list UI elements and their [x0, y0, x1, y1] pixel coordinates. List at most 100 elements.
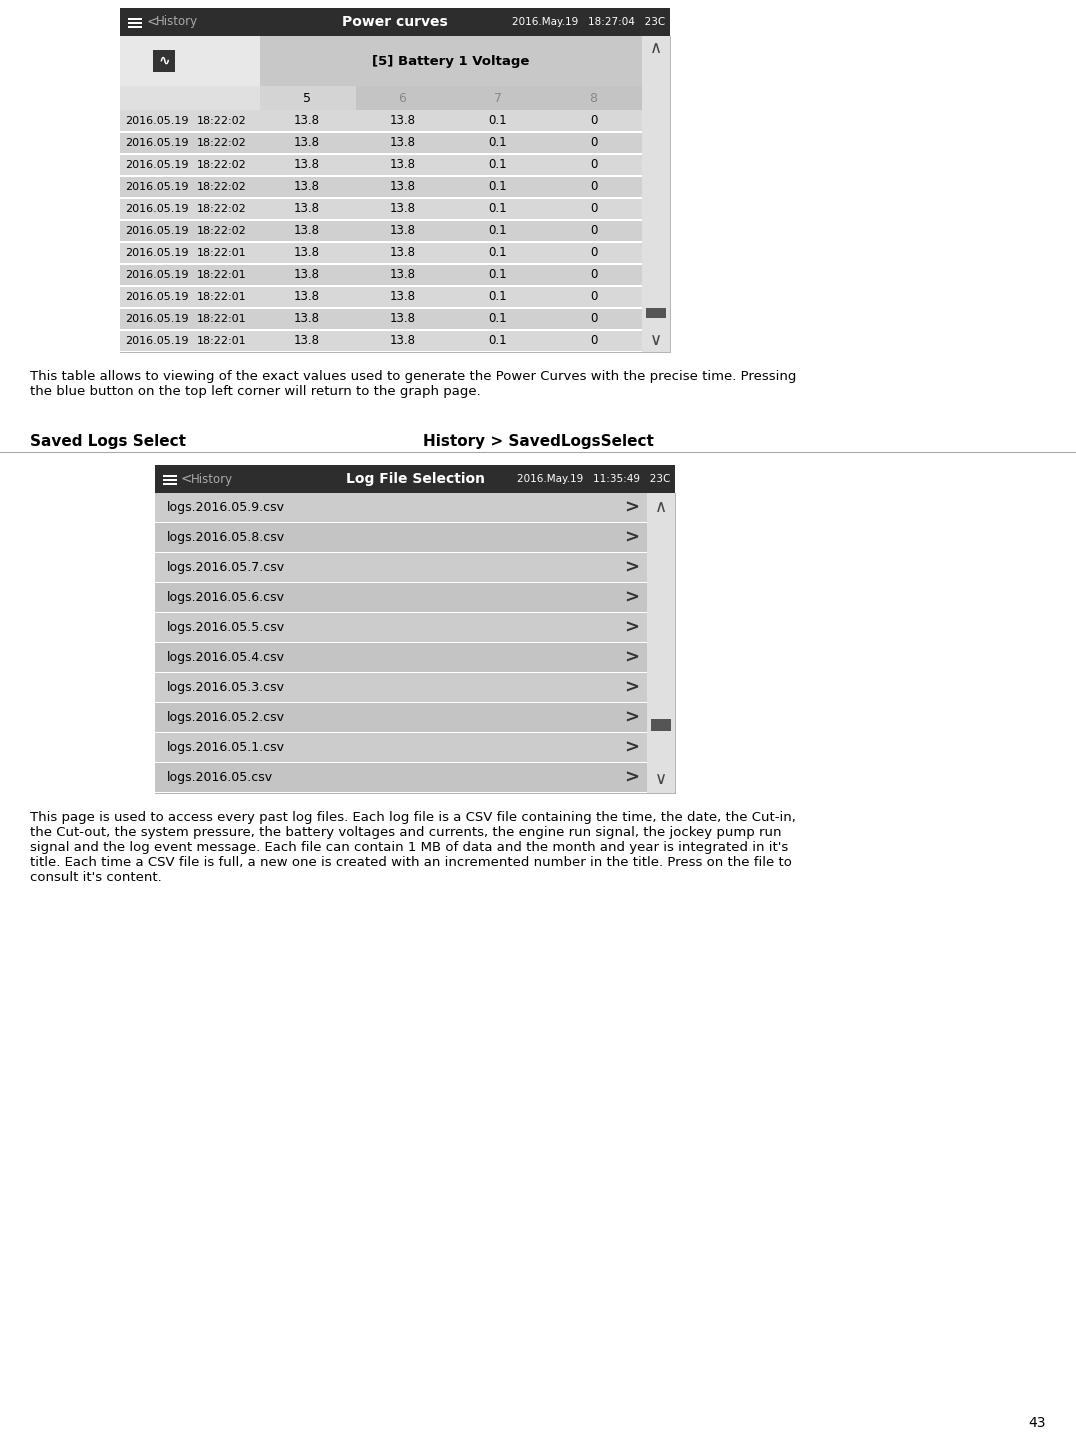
Bar [121, 9, 670, 36]
Text: 18:22:02: 18:22:02 [197, 204, 246, 214]
Bar [155, 613, 647, 643]
Text: This page is used to access every past log files. Each log file is a CSV file co: This page is used to access every past l… [30, 811, 796, 883]
Bar [155, 702, 647, 733]
Bar [121, 287, 642, 308]
Text: 2016.05.19: 2016.05.19 [125, 314, 188, 324]
Bar [121, 198, 642, 220]
Text: >: > [624, 649, 639, 668]
Bar [121, 110, 642, 132]
Bar [128, 26, 142, 28]
Text: 13.8: 13.8 [390, 158, 415, 171]
Bar [128, 17, 142, 20]
Text: 2016.05.19: 2016.05.19 [125, 138, 188, 148]
Text: 18:22:01: 18:22:01 [197, 314, 246, 324]
Text: 18:22:01: 18:22:01 [197, 269, 246, 279]
Text: 2016.05.19: 2016.05.19 [125, 336, 188, 346]
Text: 0.1: 0.1 [489, 291, 507, 304]
Text: 0: 0 [590, 158, 597, 171]
Text: 13.8: 13.8 [294, 224, 320, 237]
Text: 0.1: 0.1 [489, 158, 507, 171]
Text: logs.2016.05.1.csv: logs.2016.05.1.csv [167, 741, 285, 754]
Bar [646, 308, 666, 319]
Bar [128, 22, 142, 25]
Text: <: < [181, 472, 193, 487]
Text: 0: 0 [590, 246, 597, 259]
Text: History > SavedLogsSelect: History > SavedLogsSelect [423, 434, 653, 449]
Text: 13.8: 13.8 [390, 224, 415, 237]
Bar [651, 720, 671, 731]
Text: 18:22:02: 18:22:02 [197, 182, 246, 193]
Text: logs.2016.05.7.csv: logs.2016.05.7.csv [167, 562, 285, 575]
Bar [121, 220, 642, 242]
Text: 13.8: 13.8 [390, 136, 415, 149]
Text: History: History [192, 472, 233, 485]
Text: 13.8: 13.8 [294, 136, 320, 149]
Text: History: History [156, 16, 198, 29]
Bar [155, 465, 675, 492]
Text: 13.8: 13.8 [390, 334, 415, 348]
Text: 13.8: 13.8 [294, 181, 320, 194]
Text: ∧: ∧ [655, 498, 667, 515]
Text: 2016.05.19: 2016.05.19 [125, 204, 188, 214]
Text: [5] Battery 1 Voltage: [5] Battery 1 Voltage [372, 55, 529, 68]
Text: 13.8: 13.8 [390, 268, 415, 281]
Bar [155, 523, 647, 553]
Text: 0.1: 0.1 [489, 181, 507, 194]
Text: 0.1: 0.1 [489, 136, 507, 149]
Text: 0.1: 0.1 [489, 268, 507, 281]
Text: >: > [624, 769, 639, 788]
Text: 13.8: 13.8 [294, 334, 320, 348]
Text: logs.2016.05.2.csv: logs.2016.05.2.csv [167, 711, 285, 724]
Text: 18:22:02: 18:22:02 [197, 226, 246, 236]
Text: 13.8: 13.8 [294, 114, 320, 127]
Text: 2016.05.19: 2016.05.19 [125, 248, 188, 258]
Text: 43: 43 [1029, 1416, 1046, 1431]
Text: Saved Logs Select: Saved Logs Select [30, 434, 186, 449]
Text: 5: 5 [303, 91, 311, 104]
Bar [155, 673, 647, 702]
Bar [155, 584, 647, 613]
Bar [155, 492, 647, 523]
Bar [155, 553, 647, 584]
Text: 18:22:01: 18:22:01 [197, 292, 246, 303]
Text: 0: 0 [590, 114, 597, 127]
Text: 13.8: 13.8 [390, 291, 415, 304]
Text: 13.8: 13.8 [294, 313, 320, 326]
Bar [162, 475, 176, 476]
Bar [162, 484, 176, 485]
Text: Power curves: Power curves [342, 14, 448, 29]
Text: 13.8: 13.8 [390, 246, 415, 259]
Text: 13.8: 13.8 [390, 114, 415, 127]
Text: 13.8: 13.8 [294, 291, 320, 304]
Text: 2016.05.19: 2016.05.19 [125, 292, 188, 303]
Bar [642, 36, 670, 352]
Text: 13.8: 13.8 [390, 181, 415, 194]
Bar [121, 36, 670, 352]
Text: 13.8: 13.8 [294, 158, 320, 171]
Text: logs.2016.05.9.csv: logs.2016.05.9.csv [167, 501, 285, 514]
Text: 2016.05.19: 2016.05.19 [125, 182, 188, 193]
Text: 13.8: 13.8 [390, 313, 415, 326]
Bar [355, 85, 451, 110]
Text: >: > [624, 500, 639, 517]
Text: 0.1: 0.1 [489, 334, 507, 348]
Text: ∨: ∨ [650, 332, 662, 349]
Text: 6: 6 [398, 91, 407, 104]
Text: <: < [146, 14, 157, 29]
Text: 0: 0 [590, 224, 597, 237]
Bar [260, 36, 642, 85]
Text: 0: 0 [590, 268, 597, 281]
Text: 2016.May.19   11:35:49   23C: 2016.May.19 11:35:49 23C [516, 473, 670, 484]
Text: 13.8: 13.8 [390, 203, 415, 216]
Bar [121, 308, 642, 330]
Text: logs.2016.05.6.csv: logs.2016.05.6.csv [167, 591, 285, 604]
Bar [547, 85, 642, 110]
Bar [451, 85, 547, 110]
Text: Log File Selection: Log File Selection [345, 472, 484, 487]
Text: 7: 7 [494, 91, 502, 104]
Text: 0: 0 [590, 334, 597, 348]
Text: 0.1: 0.1 [489, 246, 507, 259]
Text: 2016.May.19   18:27:04   23C: 2016.May.19 18:27:04 23C [512, 17, 665, 28]
Bar [121, 85, 260, 110]
Text: 0.1: 0.1 [489, 203, 507, 216]
